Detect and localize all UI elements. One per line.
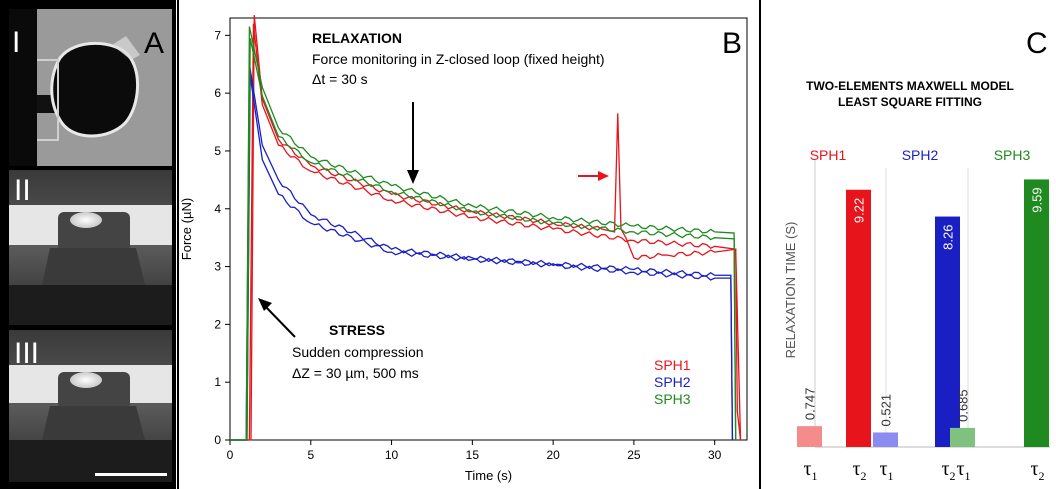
legend-sph3: SPH3 xyxy=(654,391,691,407)
c-group-label: SPH1 xyxy=(810,147,847,163)
x-tick-label: 15 xyxy=(466,448,480,462)
x-tick-label: 0 xyxy=(227,448,234,462)
spheroid-dark-blob xyxy=(50,41,140,138)
b-axes: 0 5 10 15 20 25 30 0 1 2 3 4 5 6 7 Time (s) Force (µN) xyxy=(179,17,748,483)
c-bar xyxy=(873,432,898,447)
panel-b-letter: B xyxy=(722,27,742,60)
c-bar-value: 9.59 xyxy=(1030,187,1045,212)
c-bar-value: 0.747 xyxy=(803,388,818,421)
x-tick-label: 20 xyxy=(546,448,560,462)
row-label-i: I xyxy=(12,26,20,59)
spike-arrow xyxy=(578,171,609,181)
relaxation-line2: Δt = 30 s xyxy=(312,71,368,87)
stress-line2: ΔZ = 30 µm, 500 ms xyxy=(292,365,419,381)
series-line-sph2 xyxy=(230,75,734,441)
panel-c-title-line1: TWO-ELEMENTS MAXWELL MODEL xyxy=(806,79,1014,93)
c-bar xyxy=(797,426,822,447)
image-ii xyxy=(9,170,172,325)
y-tick-label: 7 xyxy=(214,28,221,42)
b-series-lines xyxy=(230,15,742,441)
image-i xyxy=(9,9,172,166)
x-tick-label: 25 xyxy=(627,448,641,462)
scale-bar xyxy=(95,473,167,476)
c-category-label: τ2 xyxy=(942,458,956,483)
series-line-sph1 xyxy=(230,23,742,441)
x-tick-label: 10 xyxy=(385,448,399,462)
row-label-iii: III xyxy=(14,337,39,370)
c-bar-value: 9.22 xyxy=(852,198,867,223)
stress-title: STRESS xyxy=(329,322,385,338)
y-tick-label: 0 xyxy=(214,433,221,447)
c-category-label: τ2 xyxy=(1031,458,1045,483)
row-label-ii: II xyxy=(14,174,31,207)
x-tick-label: 30 xyxy=(708,448,722,462)
c-category-label: τ1 xyxy=(804,458,818,483)
series-line-sph3 xyxy=(230,26,737,441)
panel-a-letter: A xyxy=(144,27,164,60)
c-bar xyxy=(846,189,871,447)
c-bar xyxy=(1024,179,1049,447)
relaxation-line1: Force monitoring in Z-closed loop (fixed… xyxy=(312,51,605,67)
y-tick-label: 1 xyxy=(214,375,221,389)
panel-a: I A II III xyxy=(0,0,176,489)
b-plot-frame xyxy=(229,17,748,441)
c-category-label: τ2 xyxy=(853,458,867,483)
y-tick-label: 3 xyxy=(214,260,221,274)
stress-line1: Sudden compression xyxy=(292,344,424,360)
c-category-label: τ1 xyxy=(880,458,894,483)
c-bar-value: 8.26 xyxy=(941,225,956,250)
c-bar xyxy=(950,427,975,447)
series-line-sph1 xyxy=(230,15,742,441)
y-tick-label: 5 xyxy=(214,144,221,158)
relaxation-arrow xyxy=(407,102,419,184)
legend-sph2: SPH2 xyxy=(654,374,691,390)
x-axis-label: Time (s) xyxy=(465,468,512,483)
c-group-label: SPH3 xyxy=(994,147,1031,163)
stress-arrow xyxy=(258,298,296,338)
c-bar-value: 0.685 xyxy=(956,389,971,422)
series-line-sph3 xyxy=(230,38,737,441)
c-group-label: SPH2 xyxy=(902,147,939,163)
panel-c-letter: C xyxy=(1026,27,1048,60)
y-axis-label: Force (µN) xyxy=(179,198,194,260)
panel-c: C TWO-ELEMENTS MAXWELL MODEL LEAST SQUAR… xyxy=(783,27,1050,483)
x-tick-label: 5 xyxy=(307,448,314,462)
c-bar-value: 0.521 xyxy=(879,394,894,427)
c-ylabel: RELAXATION TIME (S) xyxy=(783,222,798,359)
panel-b: B 0 5 10 15 20 25 30 0 1 2 3 4 5 6 7 Time (s) Force (µN)… xyxy=(177,0,761,489)
c-category-label: τ1 xyxy=(957,458,971,483)
relaxation-title: RELAXATION xyxy=(312,30,402,46)
y-tick-label: 6 xyxy=(214,86,221,100)
legend-sph1: SPH1 xyxy=(654,357,691,373)
c-bar xyxy=(935,216,960,447)
panel-c-title-line2: LEAST SQUARE FITTING xyxy=(838,95,982,109)
image-iii xyxy=(9,330,172,482)
c-bars: SPH1 0.747 τ1 9.22 τ2 SPH2 0.521 τ1 8.26 τ2 SPH3 0.… xyxy=(797,147,1050,483)
y-tick-label: 2 xyxy=(214,317,221,331)
y-tick-label: 4 xyxy=(214,202,221,216)
